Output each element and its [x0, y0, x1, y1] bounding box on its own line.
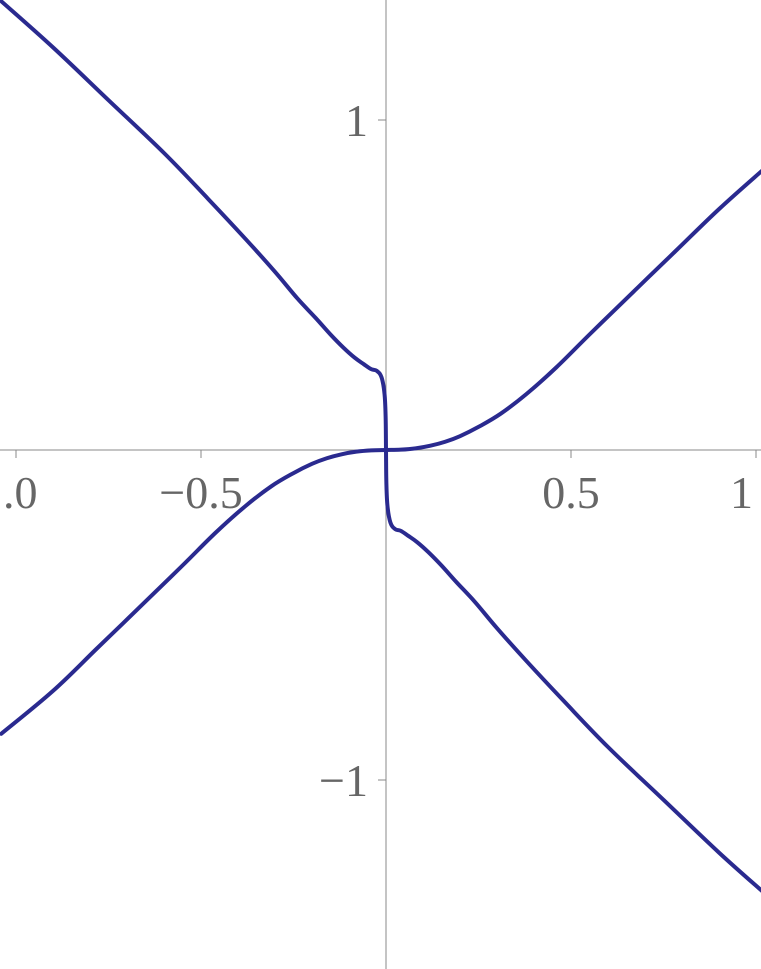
x-tick-label: .0 — [3, 467, 38, 518]
x-tick-label: 1 — [730, 467, 753, 518]
function-plot: .0 −0.5 0.5 1 1 −1 — [0, 0, 761, 969]
curve-branch-steep — [1, 1, 761, 892]
curve-branch-flat — [1, 170, 761, 734]
x-tick-label: 0.5 — [542, 467, 600, 518]
curves — [1, 1, 761, 892]
x-tick-label: −0.5 — [159, 467, 242, 518]
y-tick-label: 1 — [345, 95, 368, 146]
y-tick-label: −1 — [319, 755, 368, 806]
